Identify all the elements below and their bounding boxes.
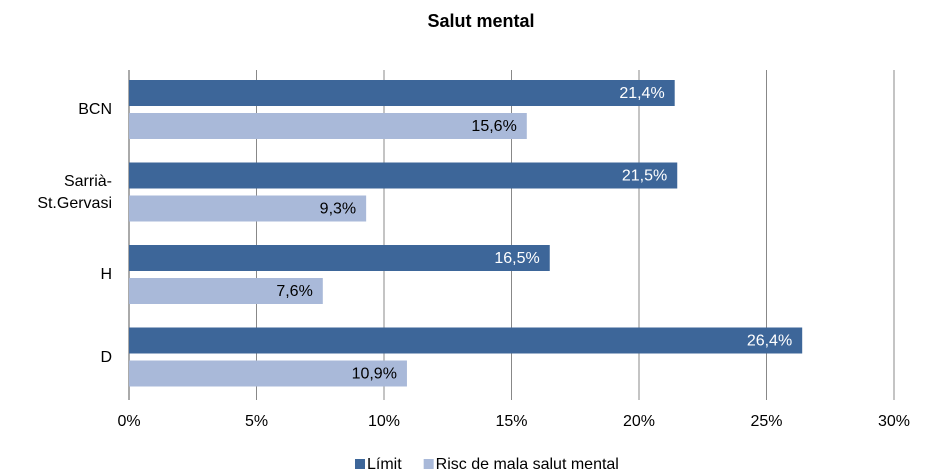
x-tick-label: 20% [623, 413, 655, 430]
legend-swatch [423, 459, 434, 469]
data-label: 21,5% [622, 168, 667, 185]
data-label: 9,3% [320, 201, 356, 218]
legend-label: Risc de mala salut mental [436, 456, 619, 473]
x-tick-label: 30% [878, 413, 910, 430]
y-tick-label: D [100, 348, 112, 366]
bar [129, 245, 550, 271]
legend-swatch [355, 459, 365, 469]
bar [129, 360, 407, 387]
data-label: 15,6% [471, 118, 516, 135]
data-label: 16,5% [494, 250, 539, 267]
data-label: 26,4% [747, 333, 792, 350]
bar [129, 162, 678, 189]
data-label: 10,9% [352, 366, 397, 383]
x-tick-label: 0% [117, 413, 140, 430]
x-tick-label: 15% [495, 413, 527, 430]
bar [129, 195, 367, 222]
bar [129, 113, 527, 139]
bar [129, 80, 675, 106]
data-label: 21,4% [619, 85, 664, 102]
bar [129, 278, 323, 304]
x-tick-label: 5% [245, 413, 268, 430]
y-tick-label: H [100, 266, 112, 283]
y-tick-label: Sarrià-St.Gervasi [37, 172, 112, 212]
data-label: 7,6% [276, 283, 312, 300]
x-tick-label: 25% [750, 413, 782, 430]
bar [129, 327, 803, 354]
legend-label: Límit [367, 456, 402, 473]
chart-title: Salut mental [427, 11, 534, 31]
x-tick-label: 10% [368, 413, 400, 430]
y-tick-label: BCN [78, 101, 112, 118]
